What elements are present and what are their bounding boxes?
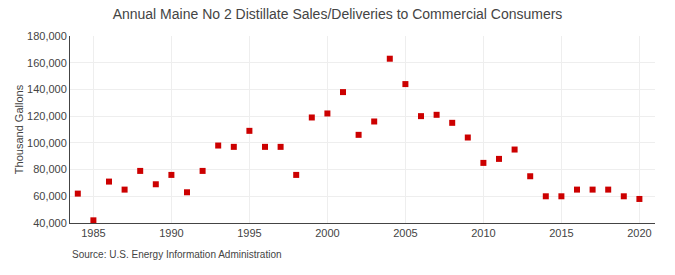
svg-text:60,000: 60,000: [33, 190, 67, 202]
svg-text:2015: 2015: [549, 227, 573, 239]
svg-text:2000: 2000: [315, 227, 339, 239]
svg-text:1985: 1985: [81, 227, 105, 239]
svg-text:2020: 2020: [627, 227, 651, 239]
svg-text:80,000: 80,000: [33, 163, 67, 175]
svg-text:2005: 2005: [393, 227, 417, 239]
svg-text:Thousand Gallons: Thousand Gallons: [13, 84, 25, 174]
svg-text:160,000: 160,000: [27, 57, 67, 69]
svg-text:100,000: 100,000: [27, 137, 67, 149]
svg-text:1995: 1995: [237, 227, 261, 239]
svg-text:120,000: 120,000: [27, 110, 67, 122]
svg-text:180,000: 180,000: [27, 30, 67, 42]
svg-text:40,000: 40,000: [33, 217, 67, 229]
svg-text:Source: U.S. Energy Informatio: Source: U.S. Energy Information Administ…: [72, 249, 282, 260]
svg-text:140,000: 140,000: [27, 83, 67, 95]
svg-text:1990: 1990: [159, 227, 183, 239]
svg-text:Annual Maine No 2 Distillate S: Annual Maine No 2 Distillate Sales/Deliv…: [113, 6, 563, 22]
svg-text:2010: 2010: [471, 227, 495, 239]
